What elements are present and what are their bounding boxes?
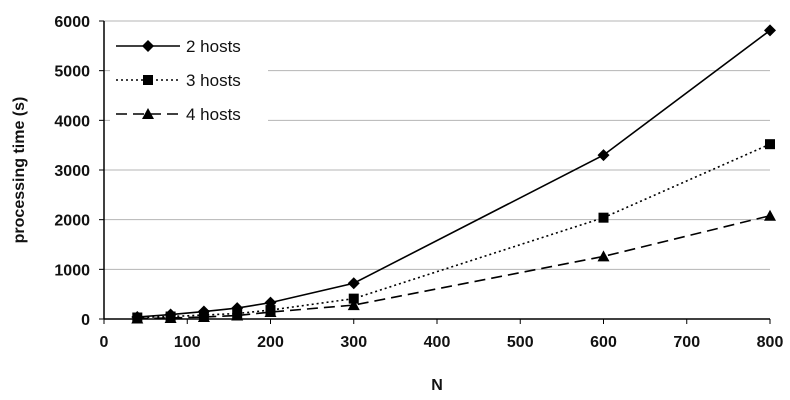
series-3-point-6	[347, 299, 360, 311]
series-3-point-3	[197, 311, 210, 323]
series-3-point-5	[264, 306, 277, 318]
x-tick-label-0: 0	[100, 334, 109, 351]
legend-marker-3	[142, 108, 154, 119]
series-3-point-1	[131, 312, 144, 324]
series-line-2	[137, 143, 771, 319]
y-tick-label-3000: 3000	[54, 163, 90, 180]
series-3-point-7	[597, 250, 610, 262]
x-tick-label-200: 200	[257, 334, 284, 351]
series-2-point-6	[348, 293, 359, 304]
legend-background	[110, 24, 268, 142]
y-tick-label-1000: 1000	[54, 262, 90, 279]
legend: 2 hosts 3 hosts 4 hosts	[110, 24, 268, 142]
series-3-point-2	[164, 312, 177, 324]
x-tick-label-700: 700	[673, 334, 700, 351]
legend-label-1: 2 hosts	[186, 37, 241, 56]
y-tick-label-6000: 6000	[54, 14, 90, 31]
x-tick-label-300: 300	[340, 334, 367, 351]
y-tick-label-5000: 5000	[54, 64, 90, 81]
series-layer	[131, 24, 776, 324]
series-line-1	[137, 29, 771, 318]
series-line-3	[137, 214, 771, 320]
legend-label-2: 3 hosts	[186, 71, 241, 90]
series-1-point-7	[597, 149, 610, 162]
x-tick-label-100: 100	[174, 334, 201, 351]
y-tick-label-2000: 2000	[54, 213, 90, 230]
series-3-point-8	[764, 209, 776, 221]
y-tick-label-4000: 4000	[54, 113, 90, 130]
series-2	[132, 139, 775, 323]
x-axis-title: N	[431, 377, 443, 394]
series-3	[131, 209, 776, 324]
series-1-point-8	[764, 24, 776, 37]
y-tick-label-0: 0	[81, 312, 90, 329]
series-3-point-4	[231, 309, 244, 321]
series-1-point-6	[347, 277, 360, 290]
legend-label-3: 4 hosts	[186, 105, 241, 124]
y-axis-title: processing time (s)	[11, 97, 28, 244]
series-2-point-7	[598, 212, 609, 223]
x-tick-label-800: 800	[757, 334, 784, 351]
legend-marker-2	[143, 75, 153, 85]
x-tick-label-600: 600	[590, 334, 617, 351]
x-tick-label-400: 400	[424, 334, 451, 351]
x-tick-label-500: 500	[507, 334, 534, 351]
legend-marker-1	[142, 40, 154, 52]
series-2-point-8	[765, 139, 775, 150]
axes: 0 1000 2000 3000 4000 5000 6000 0 100 200 300 400 50…	[54, 14, 783, 351]
